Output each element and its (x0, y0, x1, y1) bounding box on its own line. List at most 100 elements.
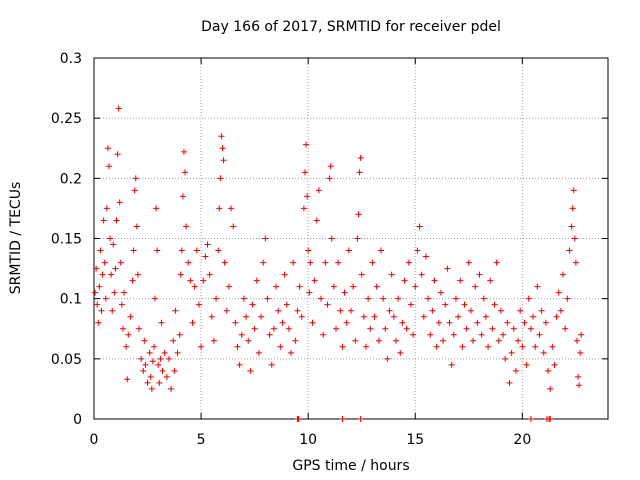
data-point (112, 265, 119, 272)
data-point (542, 319, 549, 326)
data-point (170, 337, 177, 344)
data-point (478, 331, 485, 338)
data-point (500, 331, 507, 338)
data-point (311, 277, 318, 284)
data-point (189, 319, 196, 326)
x-tick-labels: 0 5 10 15 20 (90, 432, 532, 448)
chart-title: Day 166 of 2017, SRMTID for receiver pde… (201, 19, 501, 35)
data-point (158, 319, 165, 326)
data-point (472, 283, 479, 290)
data-point (114, 151, 121, 158)
data-point (298, 313, 305, 320)
data-point (397, 349, 404, 356)
data-point (530, 313, 537, 320)
data-point (571, 235, 578, 242)
data-point (577, 349, 584, 356)
data-point (568, 223, 575, 230)
data-point (322, 259, 329, 266)
data-point (210, 337, 217, 344)
data-point (94, 301, 101, 308)
data-point (141, 337, 148, 344)
data-point (153, 205, 160, 212)
data-point (365, 295, 372, 302)
data-point (159, 367, 166, 374)
data-point (521, 319, 528, 326)
data-point (502, 355, 509, 362)
tick-marks (93, 57, 608, 420)
data-point (307, 259, 314, 266)
data-point (459, 343, 466, 350)
data-point (489, 325, 496, 332)
data-point (255, 349, 262, 356)
data-point (384, 355, 391, 362)
data-point (405, 259, 412, 266)
data-point (279, 319, 286, 326)
data-point (305, 247, 312, 254)
data-point (98, 307, 105, 314)
data-point (213, 295, 220, 302)
data-point (96, 283, 103, 290)
data-point (238, 331, 245, 338)
data-point (324, 301, 331, 308)
data-point (326, 175, 333, 182)
data-point (309, 319, 316, 326)
data-point (113, 217, 120, 224)
data-point (390, 313, 397, 320)
data-point (403, 325, 410, 332)
data-point (339, 343, 346, 350)
data-point (506, 379, 513, 386)
data-point (110, 241, 117, 248)
data-point (536, 331, 543, 338)
data-point (142, 361, 149, 368)
data-point (138, 355, 145, 362)
data-point (290, 259, 297, 266)
data-point (148, 385, 155, 392)
data-point (407, 301, 414, 308)
data-point (399, 319, 406, 326)
data-point (410, 331, 417, 338)
data-point (295, 416, 302, 422)
data-point (560, 271, 567, 278)
data-point (448, 361, 455, 368)
data-point (437, 289, 444, 296)
x-tick-label: 15 (406, 432, 424, 448)
data-point (350, 283, 357, 290)
data-point (357, 154, 364, 161)
data-point (327, 163, 334, 170)
data-point (131, 187, 138, 194)
data-point (144, 379, 151, 386)
data-point (525, 295, 532, 302)
data-point (149, 358, 156, 365)
data-point (348, 307, 354, 314)
data-point (330, 283, 337, 290)
data-point (491, 301, 498, 308)
y-tick-label: 0 (73, 412, 82, 428)
data-point (152, 295, 159, 302)
data-point (245, 337, 252, 344)
data-point (416, 223, 423, 230)
data-point (107, 235, 114, 242)
data-point (495, 337, 502, 344)
data-point (208, 313, 215, 320)
data-point (369, 259, 376, 266)
data-point (412, 283, 419, 290)
data-point (249, 301, 256, 308)
data-point (352, 337, 359, 344)
y-tick-label: 0.25 (51, 111, 82, 127)
data-point (425, 295, 432, 302)
data-point (101, 259, 108, 266)
grid-lines (94, 58, 608, 419)
data-point (547, 416, 554, 422)
data-point (147, 373, 154, 380)
y-tick-label: 0.3 (60, 51, 82, 67)
data-point (97, 247, 104, 254)
data-point (236, 361, 243, 368)
data-point (463, 325, 470, 332)
data-point (116, 199, 123, 206)
data-point (358, 271, 365, 278)
data-point (482, 313, 489, 320)
data-point (450, 331, 457, 338)
data-point (105, 163, 112, 170)
data-point (570, 187, 577, 194)
